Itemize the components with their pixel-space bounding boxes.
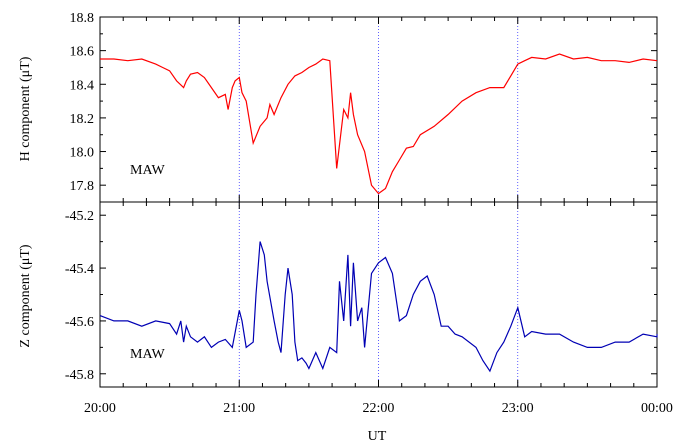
x-tick-label: 21:00 <box>223 401 255 416</box>
x-tick-labels: 20:00 21:00 22:00 23:00 00:00 <box>84 401 673 416</box>
h-y-tick-label: 18.2 <box>70 112 95 127</box>
z-y-axis-title: Z component (μT) <box>18 244 33 347</box>
x-tick-label: 00:00 <box>641 401 673 416</box>
z-y-ticks: -45.2 -45.4 -45.6 -45.8 <box>65 209 657 383</box>
z-y-tick-label: -45.6 <box>65 315 94 330</box>
h-y-tick-label: 18.0 <box>70 146 95 161</box>
x-tick-label: 20:00 <box>84 401 116 416</box>
x-axis-title: UT <box>368 429 387 444</box>
h-y-axis-title: H component (μT) <box>18 56 33 161</box>
h-grid-lines <box>238 17 519 202</box>
z-y-tick-label: -45.2 <box>65 209 94 224</box>
h-y-tick-label: 18.8 <box>70 11 95 26</box>
z-y-tick-label: -45.8 <box>65 368 94 383</box>
h-y-ticks: 18.8 18.6 18.4 18.2 18.0 17.8 <box>70 11 657 203</box>
h-x-minor-ticks <box>99 17 658 202</box>
x-tick-label: 23:00 <box>502 401 534 416</box>
h-y-tick-label: 18.6 <box>70 45 95 60</box>
z-component-panel: -45.2 -45.4 -45.6 -45.8 MAW Z component (μT… <box>18 201 658 388</box>
z-grid-lines <box>238 202 519 387</box>
z-y-tick-label: -45.4 <box>65 262 94 277</box>
h-component-panel: 18.8 18.6 18.4 18.2 18.0 17.8 MAW H component… <box>18 11 658 203</box>
z-x-minor-ticks <box>99 202 658 387</box>
h-station-label: MAW <box>130 163 165 178</box>
x-tick-label: 22:00 <box>363 401 395 416</box>
z-station-label: MAW <box>130 347 165 362</box>
h-series-line <box>100 53 658 195</box>
z-series-line <box>99 241 658 373</box>
h-y-tick-label: 17.8 <box>70 179 95 194</box>
h-y-tick-label: 18.4 <box>70 78 95 93</box>
